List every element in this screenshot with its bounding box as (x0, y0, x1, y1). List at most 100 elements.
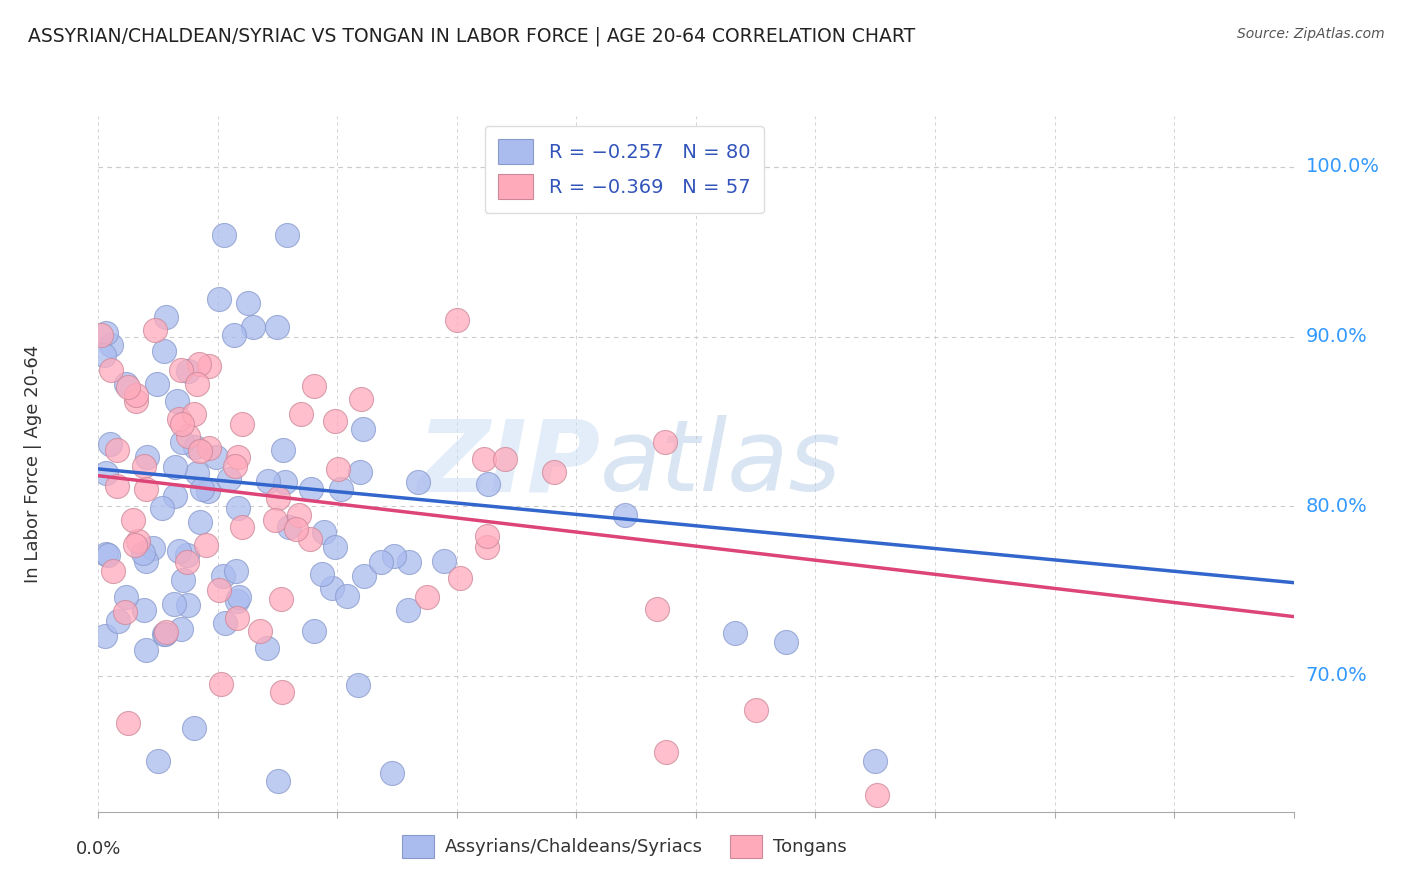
Point (176, 555, 198, 569)
Point (226, 611, 249, 625)
Point (225, 564, 247, 578)
Point (163, 459, 186, 474)
Point (188, 357, 211, 371)
Point (188, 516, 211, 530)
Point (211, 569, 233, 583)
Point (153, 343, 176, 358)
Point (654, 434, 676, 449)
Point (381, 766, 404, 780)
Point (226, 500, 249, 515)
Point (176, 598, 198, 612)
Point (264, 512, 287, 526)
Point (270, 592, 292, 607)
Text: 80.0%: 80.0% (1305, 497, 1367, 516)
Point (114, 376, 136, 391)
Point (271, 443, 294, 458)
Point (865, 754, 887, 768)
Point (382, 549, 405, 563)
Point (273, 475, 295, 489)
Point (224, 458, 246, 473)
Point (184, 440, 207, 454)
Point (183, 721, 205, 735)
Point (100, 338, 122, 352)
Text: 70.0%: 70.0% (1305, 666, 1367, 685)
Point (135, 482, 157, 496)
Point (176, 429, 198, 443)
Point (226, 594, 249, 608)
Point (398, 555, 420, 569)
Legend: Assyrians/Chaldeans/Syriacs, Tongans: Assyrians/Chaldeans/Syriacs, Tongans (394, 828, 855, 865)
Point (288, 508, 311, 523)
Point (416, 591, 439, 605)
Point (745, 703, 768, 717)
Point (231, 520, 253, 534)
Point (134, 603, 156, 617)
Point (163, 597, 186, 611)
Point (117, 716, 139, 731)
Text: atlas: atlas (600, 416, 842, 512)
Point (135, 643, 157, 657)
Point (226, 450, 249, 464)
Point (188, 444, 211, 458)
Point (172, 573, 194, 587)
Point (170, 363, 193, 377)
Point (218, 472, 240, 486)
Point (323, 414, 346, 428)
Point (208, 292, 231, 306)
Point (302, 624, 325, 638)
Point (285, 522, 308, 536)
Point (242, 319, 264, 334)
Point (114, 606, 136, 620)
Point (195, 538, 218, 552)
Point (155, 624, 177, 639)
Point (214, 616, 236, 631)
Point (107, 614, 129, 628)
Point (191, 482, 214, 496)
Point (326, 462, 349, 476)
Point (177, 363, 200, 377)
Text: ZIP: ZIP (418, 416, 600, 512)
Point (105, 443, 128, 458)
Point (352, 422, 374, 436)
Point (176, 548, 198, 562)
Point (117, 380, 139, 394)
Point (94, 467, 117, 481)
Point (165, 489, 187, 503)
Point (290, 408, 312, 422)
Point (150, 500, 173, 515)
Point (249, 624, 271, 639)
Point (278, 519, 301, 533)
Point (132, 546, 155, 560)
Point (299, 533, 322, 547)
Text: 100.0%: 100.0% (1305, 157, 1379, 177)
Point (323, 541, 346, 555)
Text: ASSYRIAN/CHALDEAN/SYRIAC VS TONGAN IN LABOR FORCE | AGE 20-64 CORRELATION CHART: ASSYRIAN/CHALDEAN/SYRIAC VS TONGAN IN LA… (28, 27, 915, 46)
Point (276, 227, 298, 242)
Point (167, 544, 190, 558)
Point (475, 529, 498, 543)
Point (172, 434, 194, 449)
Point (475, 540, 498, 554)
Point (186, 466, 208, 480)
Point (311, 566, 333, 581)
Point (114, 590, 136, 604)
Point (124, 388, 146, 402)
Point (370, 555, 392, 569)
Point (775, 635, 797, 649)
Point (267, 774, 290, 789)
Point (449, 571, 471, 585)
Point (228, 591, 250, 605)
Point (256, 640, 278, 655)
Point (94, 547, 117, 561)
Point (134, 458, 156, 473)
Point (472, 451, 495, 466)
Point (312, 524, 335, 539)
Point (186, 377, 208, 392)
Point (167, 412, 190, 426)
Point (166, 393, 188, 408)
Point (866, 788, 889, 802)
Point (93, 348, 115, 362)
Point (152, 627, 174, 641)
Point (236, 295, 259, 310)
Point (197, 483, 219, 498)
